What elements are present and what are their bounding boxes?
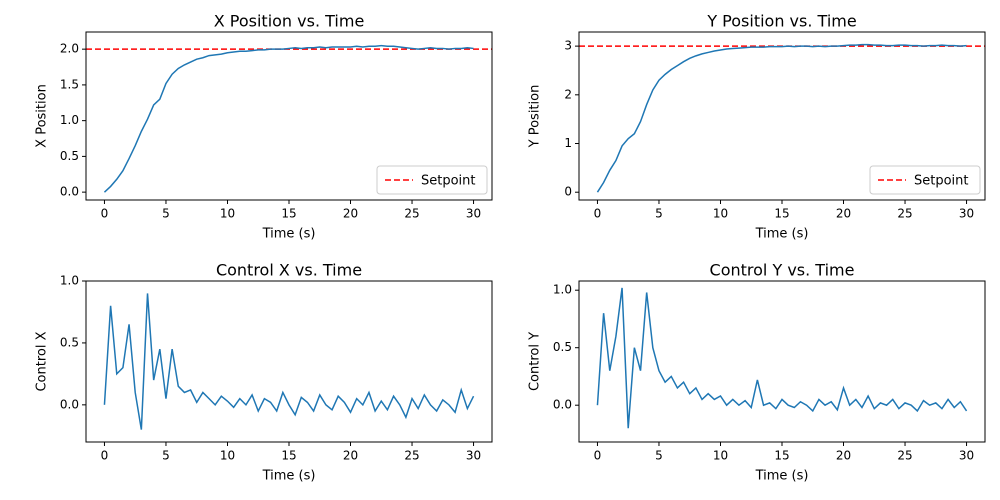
x-tick-label: 30 (959, 449, 974, 463)
x-tick-label: 25 (897, 207, 912, 221)
legend-box (869, 165, 981, 195)
data-line (103, 44, 474, 193)
x-axis-label: Time (s) (755, 469, 809, 484)
y-axis-label: Y Position (528, 85, 543, 149)
x-tick-label: 20 (836, 449, 851, 463)
x-axis-label: Time (s) (262, 227, 316, 242)
x-tick-label: 5 (162, 207, 170, 221)
x-tick-label: 20 (343, 207, 358, 221)
y-tick-label: 0.0 (553, 398, 572, 412)
plot-frame (85, 31, 493, 201)
y-tick-label: 2.0 (60, 42, 79, 56)
x-tick-label: 25 (404, 207, 419, 221)
plot-frame (85, 280, 493, 443)
x-tick-label: 25 (404, 449, 419, 463)
legend-label: Setpoint (421, 174, 476, 189)
x-tick-label: 10 (220, 449, 235, 463)
plot-frame (578, 280, 986, 443)
x-tick-label: 10 (713, 449, 728, 463)
x-tick-label: 0 (101, 449, 109, 463)
y-tick-label: 0 (564, 185, 572, 199)
chart-title: X Position vs. Time (214, 12, 365, 31)
x-tick-label: 20 (836, 207, 851, 221)
x-tick-label: 10 (713, 207, 728, 221)
y-tick-label: 0.5 (60, 149, 79, 163)
y-axis-label: Control Y (528, 332, 543, 391)
y-axis-label: X Position (35, 84, 50, 148)
data-line (596, 287, 968, 429)
x-axis-label: Time (s) (262, 469, 316, 484)
x-tick-label: 15 (774, 207, 789, 221)
x-tick-label: 25 (897, 449, 912, 463)
y-tick-label: 1.0 (60, 274, 79, 288)
y-tick-label: 0.0 (60, 185, 79, 199)
y-tick-label: 0.5 (553, 340, 572, 354)
data-line (596, 43, 967, 193)
x-tick-label: 30 (466, 449, 481, 463)
legend-box (376, 165, 488, 195)
y-tick-label: 1.0 (60, 113, 79, 127)
x-tick-label: 0 (101, 207, 109, 221)
x-tick-label: 15 (281, 207, 296, 221)
y-tick-label: 1.0 (553, 283, 572, 297)
x-tick-label: 30 (959, 207, 974, 221)
x-axis-label: Time (s) (755, 227, 809, 242)
x-tick-label: 20 (343, 449, 358, 463)
data-line (103, 293, 475, 430)
x-tick-label: 0 (594, 207, 602, 221)
chart-title: Control Y vs. Time (710, 261, 855, 280)
legend-label: Setpoint (914, 174, 969, 189)
y-tick-label: 3 (564, 39, 572, 53)
x-tick-label: 15 (774, 449, 789, 463)
x-tick-label: 5 (655, 207, 663, 221)
x-tick-label: 30 (466, 207, 481, 221)
x-tick-label: 15 (281, 449, 296, 463)
x-tick-label: 0 (594, 449, 602, 463)
chart-title: Control X vs. Time (216, 261, 362, 280)
plot-frame (578, 31, 986, 201)
y-tick-label: 1.5 (60, 77, 79, 91)
y-tick-label: 2 (564, 87, 572, 101)
x-tick-label: 10 (220, 207, 235, 221)
x-tick-label: 5 (162, 449, 170, 463)
chart-title: Y Position vs. Time (706, 12, 856, 31)
y-tick-label: 0.0 (60, 397, 79, 411)
y-tick-label: 1 (564, 136, 572, 150)
y-tick-label: 0.5 (60, 335, 79, 349)
x-tick-label: 5 (655, 449, 663, 463)
y-axis-label: Control X (35, 331, 50, 391)
